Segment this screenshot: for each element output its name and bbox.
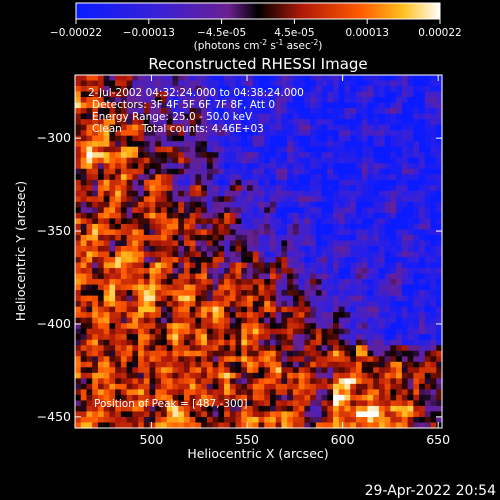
- y-axis-label: Heliocentric Y (arcsec): [13, 181, 28, 321]
- annotation-detectors: Detectors: 3F 4F 5F 6F 7F 8F, Att 0: [92, 99, 275, 111]
- colorbar-unit-label: (photons cm-2 s-1 asec-2): [194, 38, 323, 52]
- x-tick-label: 550: [235, 432, 259, 447]
- plot-frame: [74, 74, 443, 429]
- colorbar-tick-label: 4.5e-05: [274, 27, 314, 39]
- colorbar-tick-label: −4.5e-05: [197, 27, 246, 39]
- x-tick-label: 600: [331, 432, 355, 447]
- colorbar-tick-label: −0.00013: [123, 27, 175, 39]
- chart-title: Reconstructed RHESSI Image: [148, 55, 367, 73]
- colorbar: [75, 2, 441, 20]
- x-tick-label: 650: [426, 432, 450, 447]
- annotation-energy-range: Energy Range: 25.0 - 50.0 keV: [92, 111, 253, 123]
- colorbar-tick-label: 0.00013: [345, 27, 388, 39]
- y-tick-label: −350: [37, 223, 71, 238]
- annotation-clean-counts: Clean Total counts: 4.46E+03: [92, 123, 264, 135]
- colorbar-tick-label: 0.00022: [418, 27, 461, 39]
- annotation-block: 2-Jul-2002 04:32:24.000 to 04:38:24.000 …: [88, 87, 304, 135]
- x-tick-label: 500: [140, 432, 164, 447]
- x-axis-label: Heliocentric X (arcsec): [187, 446, 328, 461]
- y-tick-label: −450: [37, 409, 71, 424]
- y-axis-ticks: −300 −350 −400 −450: [37, 130, 442, 424]
- colorbar-ticks: −0.00022 −0.00013 −4.5e-05 4.5e-05 0.00013 0.…: [50, 19, 462, 39]
- colorbar-tick-label: −0.00022: [50, 27, 102, 39]
- x-axis-ticks: 500 550 600 650: [140, 75, 450, 447]
- y-tick-label: −300: [37, 130, 71, 145]
- footer-timestamp: 29-Apr-2022 20:54: [365, 483, 496, 499]
- annotation-time-range: 2-Jul-2002 04:32:24.000 to 04:38:24.000: [88, 87, 304, 99]
- peak-position-label: Position of Peak = [487,-300]: [94, 398, 248, 410]
- y-tick-label: −400: [37, 316, 71, 331]
- heatmap-image: [75, 75, 443, 429]
